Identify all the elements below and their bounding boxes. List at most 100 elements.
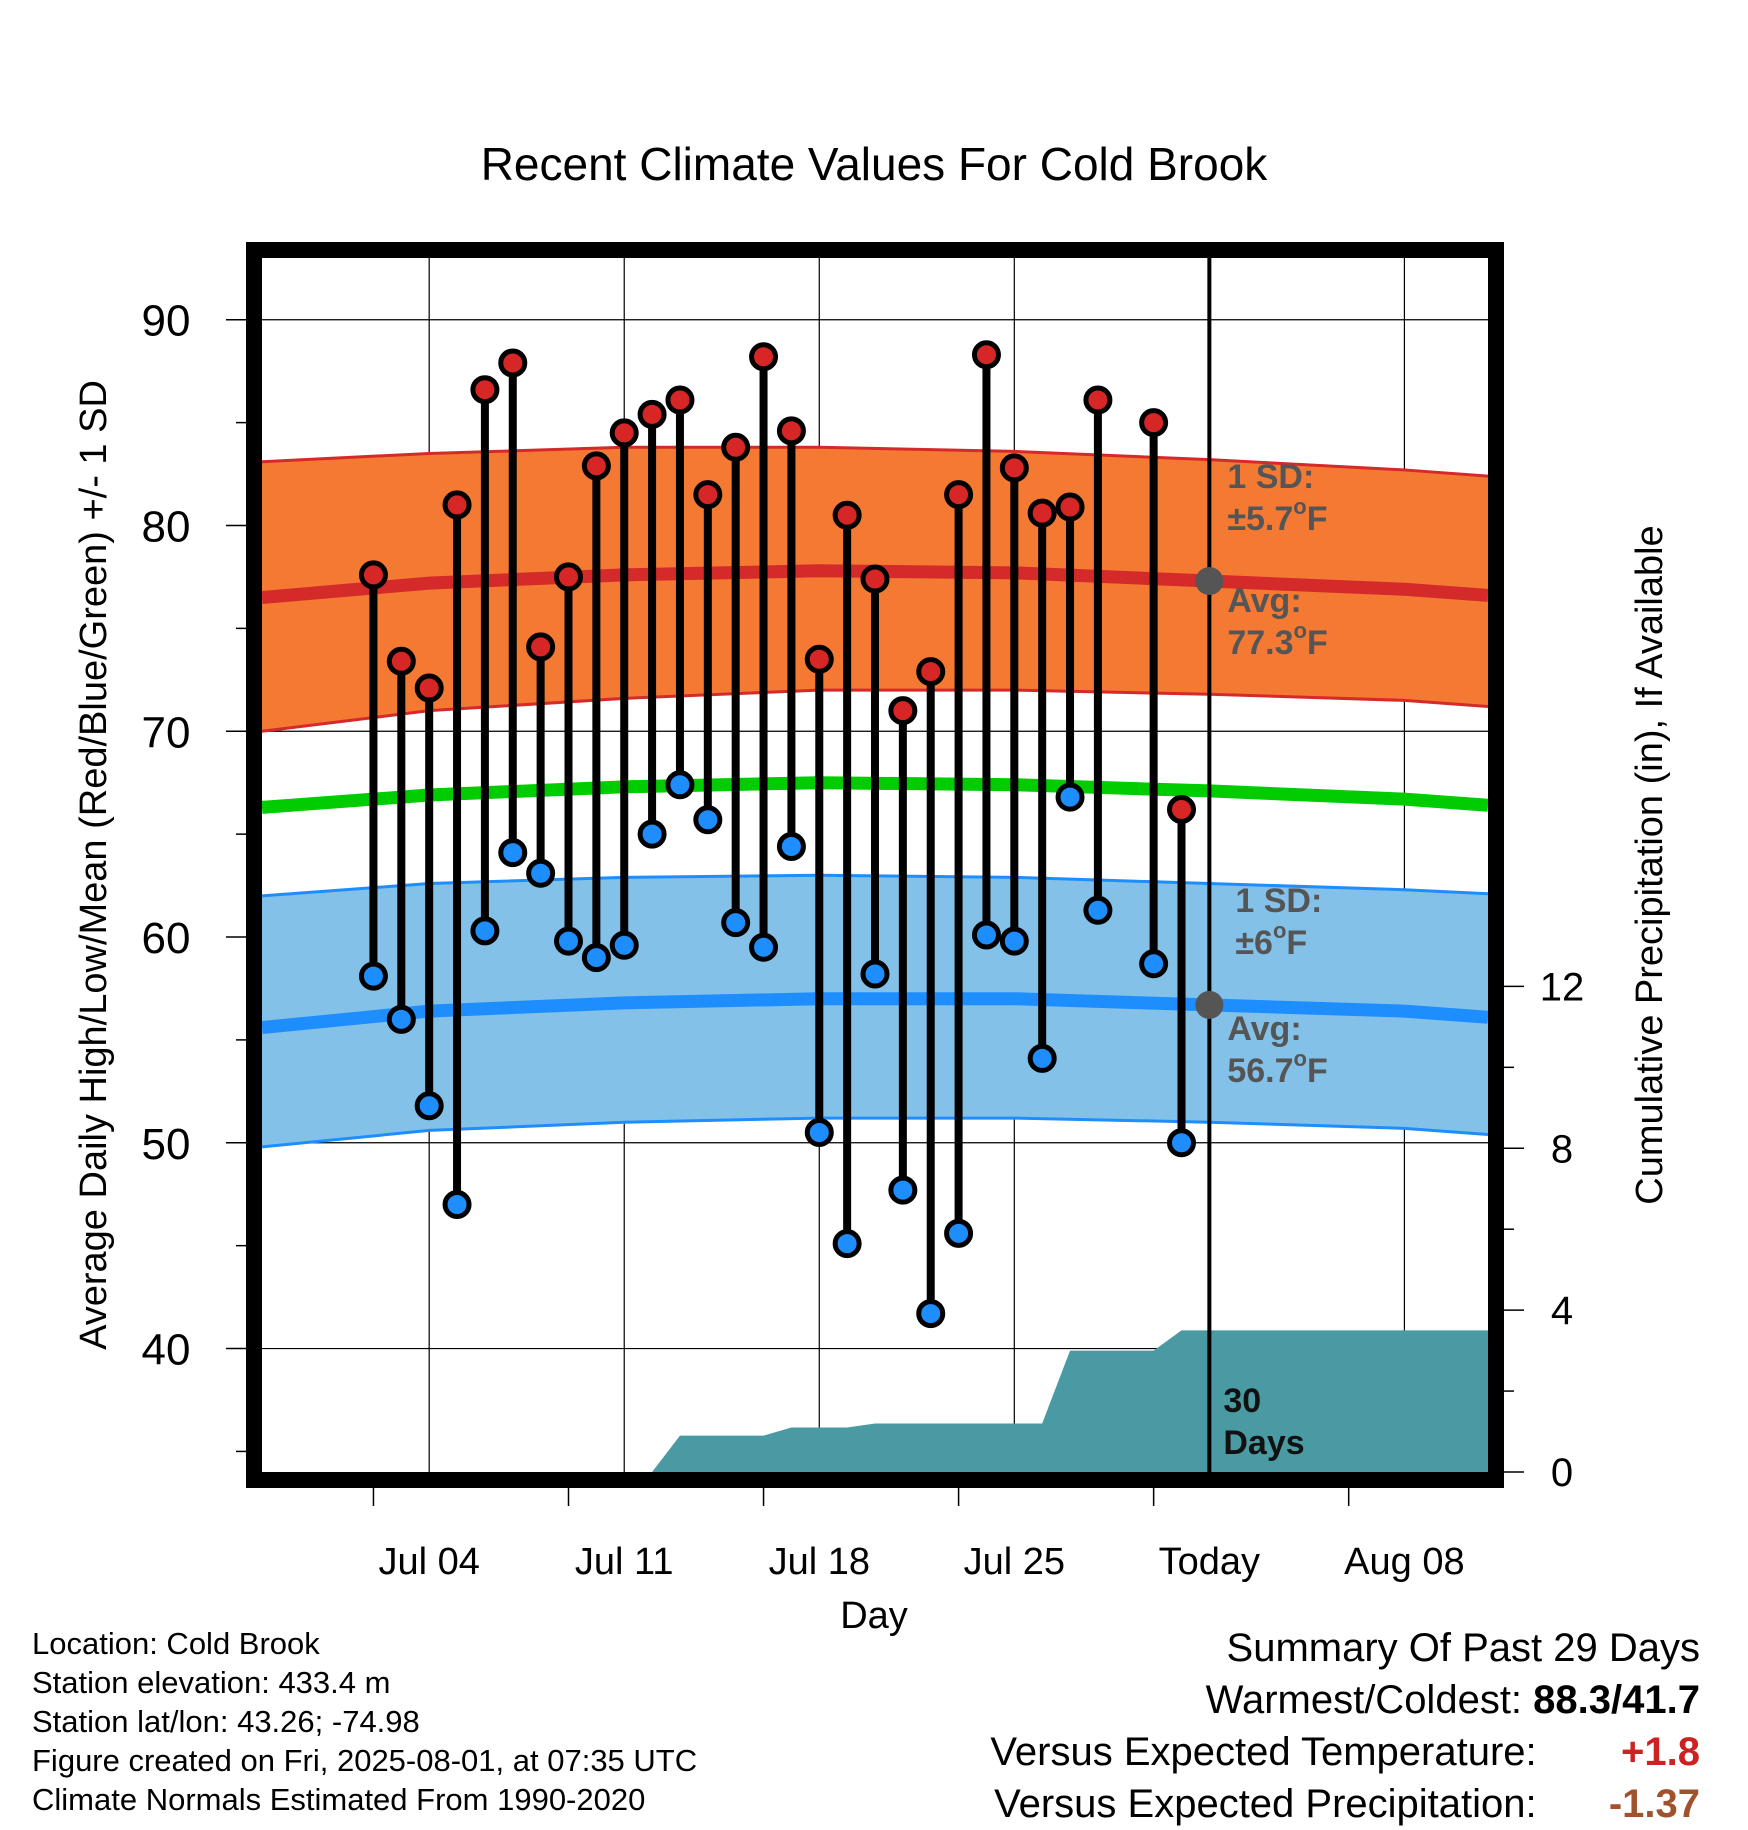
- x-tick-label: Aug 08: [1344, 1541, 1464, 1583]
- daily-high-point: [693, 480, 723, 510]
- precip-row: Versus Expected Precipitation: -1.37: [990, 1778, 1700, 1830]
- daily-high-point: [498, 348, 528, 378]
- daily-high-point: [749, 342, 779, 372]
- daily-low-point: [916, 1299, 946, 1329]
- y2-tick-label: 4: [1551, 1289, 1573, 1333]
- low-avg-dot: [1195, 990, 1224, 1019]
- daily-high-point: [888, 696, 918, 726]
- low-lower-line: [262, 1116, 1488, 1149]
- daily-low-point: [386, 1004, 416, 1034]
- warmest-row: Warmest/Coldest: 88.3/41.7: [990, 1674, 1700, 1726]
- high-avg-value: 77.3oF: [1227, 618, 1327, 662]
- daily-high-point: [1167, 794, 1196, 824]
- daily-high-point: [554, 562, 583, 592]
- summary-panel: Summary Of Past 29 Days Warmest/Coldest:…: [990, 1622, 1700, 1830]
- high-avg-dot: [1195, 567, 1224, 596]
- daily-low-point: [999, 926, 1029, 956]
- daily-high-point: [358, 560, 388, 590]
- daily-low-point: [776, 831, 806, 861]
- y-tick-label: 40: [142, 1326, 191, 1375]
- daily-range-stems: [369, 354, 1186, 1314]
- warmest-value: 88.3/41.7: [1533, 1678, 1700, 1722]
- daily-low-point: [804, 1117, 834, 1147]
- precipitation-area: [652, 1330, 1488, 1472]
- daily-low-point: [609, 930, 639, 960]
- window-days-label: Days: [1223, 1424, 1304, 1462]
- daily-low-point: [944, 1218, 974, 1248]
- location-text: Location: Cold Brook: [32, 1626, 320, 1661]
- daily-high-point: [832, 500, 862, 530]
- daily-low-point: [1139, 949, 1169, 979]
- daily-high-point: [971, 340, 1001, 370]
- daily-low-point: [1083, 895, 1113, 925]
- low-sd-label: 1 SD:: [1235, 882, 1322, 920]
- high-avg-line: [262, 564, 1488, 604]
- y-tick-label: 60: [142, 914, 191, 963]
- temp-value: +1.8: [1621, 1730, 1700, 1774]
- precip-value: -1.37: [1608, 1782, 1700, 1826]
- daily-low-point: [971, 920, 1001, 950]
- daily-low-point: [637, 819, 667, 849]
- low-sd-value: ±6oF: [1235, 918, 1307, 962]
- window-days-number: 30: [1223, 1382, 1261, 1420]
- y-tick-label: 70: [142, 708, 191, 757]
- plot-frame: [246, 242, 1504, 1488]
- low-upper-line: [262, 873, 1488, 898]
- daily-high-point: [581, 451, 611, 481]
- latlon-text: Station lat/lon: 43.26; -74.98: [32, 1704, 420, 1739]
- precip-label: Versus Expected Precipitation:: [994, 1782, 1537, 1826]
- daily-low-point: [1055, 782, 1085, 812]
- chart-title: Recent Climate Values For Cold Brook: [481, 138, 1269, 190]
- daily-high-point: [776, 416, 806, 446]
- daily-high-point: [916, 657, 946, 687]
- low-avg-value: 56.7oF: [1227, 1046, 1327, 1090]
- daily-high-point: [609, 418, 639, 448]
- warmest-label: Warmest/Coldest:: [1205, 1678, 1523, 1722]
- normals-text: Climate Normals Estimated From 1990-2020: [32, 1782, 646, 1817]
- daily-high-point: [1027, 498, 1057, 528]
- elevation-text: Station elevation: 433.4 m: [32, 1665, 391, 1700]
- daily-low-point: [832, 1229, 862, 1259]
- high-sd-value: ±5.7oF: [1227, 494, 1327, 538]
- x-axis-label: Day: [840, 1595, 908, 1637]
- daily-low-point: [749, 932, 779, 962]
- daily-low-point: [554, 926, 583, 956]
- daily-high-point: [637, 399, 667, 429]
- daily-low-point: [721, 908, 751, 938]
- y-tick-label: 90: [142, 297, 191, 346]
- y2-axis-label: Cumulative Precipitation (in), If Availa…: [1629, 525, 1671, 1204]
- low-avg-label: Avg:: [1227, 1010, 1301, 1048]
- daily-low-point: [470, 916, 500, 946]
- x-tick-label: Jul 25: [964, 1541, 1065, 1583]
- daily-high-point: [526, 632, 556, 662]
- y2-tick-label: 12: [1540, 965, 1585, 1009]
- temp-row: Versus Expected Temperature: +1.8: [990, 1726, 1700, 1778]
- daily-high-point: [470, 375, 500, 405]
- daily-high-point: [860, 564, 890, 594]
- daily-high-point: [999, 453, 1029, 483]
- daily-high-point: [1139, 408, 1169, 438]
- x-axis: Jul 04 Jul 11 Jul 18 Jul 25 Today Aug 08: [372, 1488, 1465, 1583]
- daily-low-point: [1027, 1043, 1057, 1073]
- daily-low-point: [526, 858, 556, 888]
- daily-low-point: [414, 1091, 444, 1121]
- y-axis-right: 0 4 8 12: [1504, 965, 1584, 1495]
- daily-low-point: [665, 770, 695, 800]
- daily-low-point: [581, 943, 611, 973]
- daily-markers: [358, 340, 1196, 1329]
- summary-title: Summary Of Past 29 Days: [1226, 1626, 1700, 1670]
- y2-tick-label: 0: [1551, 1451, 1573, 1495]
- daily-low-point: [860, 959, 890, 989]
- temp-label: Versus Expected Temperature:: [990, 1730, 1537, 1774]
- daily-high-point: [414, 673, 444, 703]
- y-tick-label: 80: [142, 502, 191, 551]
- daily-high-point: [442, 490, 472, 520]
- high-sd-label: 1 SD:: [1227, 458, 1314, 496]
- daily-low-point: [442, 1190, 472, 1220]
- x-tick-label: Jul 18: [769, 1541, 870, 1583]
- daily-high-point: [386, 646, 416, 676]
- daily-high-point: [1083, 385, 1113, 415]
- daily-low-point: [498, 838, 528, 868]
